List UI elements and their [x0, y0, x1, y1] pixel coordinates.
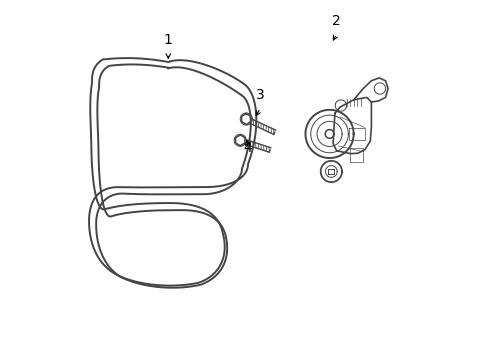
Text: 2: 2	[332, 14, 340, 28]
Text: 1: 1	[163, 33, 172, 47]
Text: 4: 4	[243, 141, 252, 155]
Text: 3: 3	[256, 88, 264, 102]
